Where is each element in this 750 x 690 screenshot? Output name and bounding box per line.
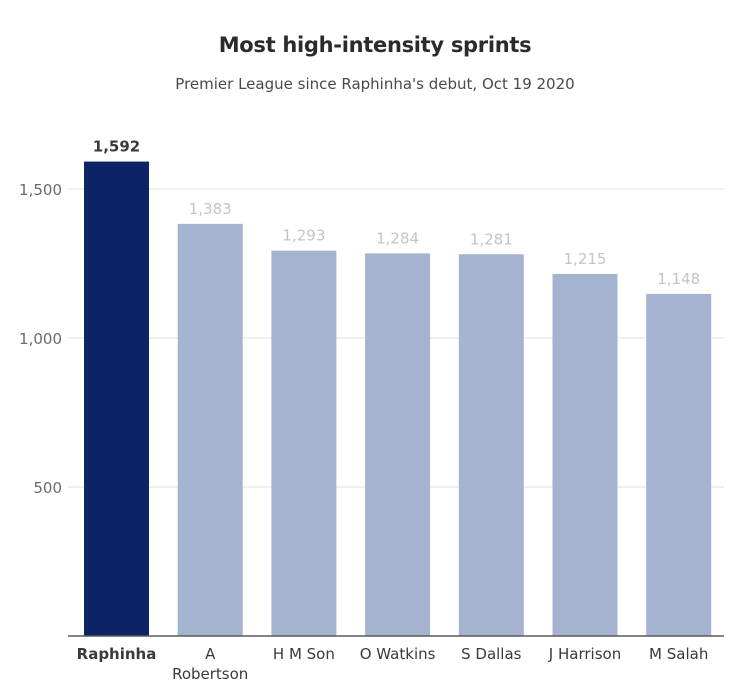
value-label: 1,592 (93, 138, 140, 156)
chart-title: Most high-intensity sprints (218, 33, 532, 57)
bar-o-watkins (365, 253, 431, 637)
value-label: 1,284 (376, 229, 419, 247)
x-tick-label: S Dallas (461, 645, 522, 663)
chart-subtitle: Premier League since Raphinha's debut, O… (175, 75, 575, 93)
bar-j-harrison (552, 273, 618, 636)
x-tick-label: Raphinha (77, 645, 157, 663)
value-label: 1,148 (657, 270, 700, 288)
x-tick-label: H M Son (273, 645, 335, 663)
bar-m-salah (646, 293, 712, 636)
y-tick-label: 500 (33, 479, 62, 497)
x-tick-label: O Watkins (360, 645, 436, 663)
x-axis-ticks: Raphinha A Robertson H M Son O Watkins S Dall… (77, 645, 709, 683)
value-labels: 1,592 1,383 1,293 1,284 1,281 1,215 1,148 (93, 138, 700, 288)
x-tick-label: Robertson (172, 665, 248, 683)
value-label: 1,281 (470, 230, 513, 248)
y-tick-label: 1,000 (19, 330, 62, 348)
y-tick-label: 1,500 (19, 181, 62, 199)
value-label: 1,293 (282, 227, 325, 245)
x-tick-label: J Harrison (548, 645, 621, 663)
bar-a-robertson (177, 223, 243, 636)
x-tick-label: A (205, 645, 216, 663)
value-label: 1,215 (564, 250, 607, 268)
x-tick-label: M Salah (649, 645, 708, 663)
y-axis-ticks: 500 1,000 1,500 (19, 181, 62, 497)
bars (84, 161, 712, 637)
bar-h-m-son (271, 250, 337, 636)
bar-s-dallas (458, 254, 524, 636)
value-label: 1,383 (189, 200, 232, 218)
bar-raphinha (84, 161, 149, 637)
